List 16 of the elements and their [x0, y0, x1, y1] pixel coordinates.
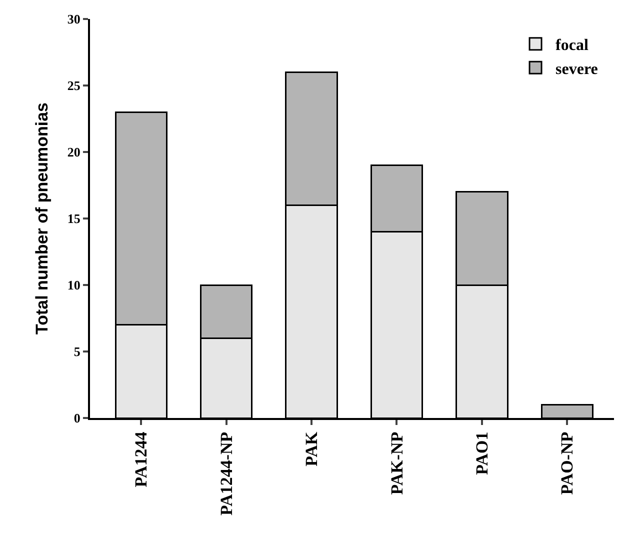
y-tick-label: 5: [74, 344, 81, 360]
y-axis-title: Total number of pneumonias: [32, 102, 52, 335]
y-tick-label: 10: [67, 278, 80, 293]
y-tick-label: 25: [67, 78, 81, 94]
y-tick-label: 0: [74, 410, 80, 426]
y-tick-label: 15: [67, 211, 81, 226]
y-tick-label: 20: [67, 144, 80, 160]
x-tick-label: PAK-NP: [387, 432, 406, 495]
x-tick-label: PAO-NP: [558, 432, 577, 495]
x-tick-label: PAK: [302, 431, 322, 466]
legend-label: focal: [556, 37, 589, 54]
x-tick-label: PA1244: [132, 431, 151, 488]
x-tick-label: PA1244-NP: [216, 432, 236, 516]
x-tick-label: PAO1: [472, 432, 492, 475]
y-tick-label: 30: [67, 12, 80, 27]
legend-label: severe: [556, 60, 598, 78]
